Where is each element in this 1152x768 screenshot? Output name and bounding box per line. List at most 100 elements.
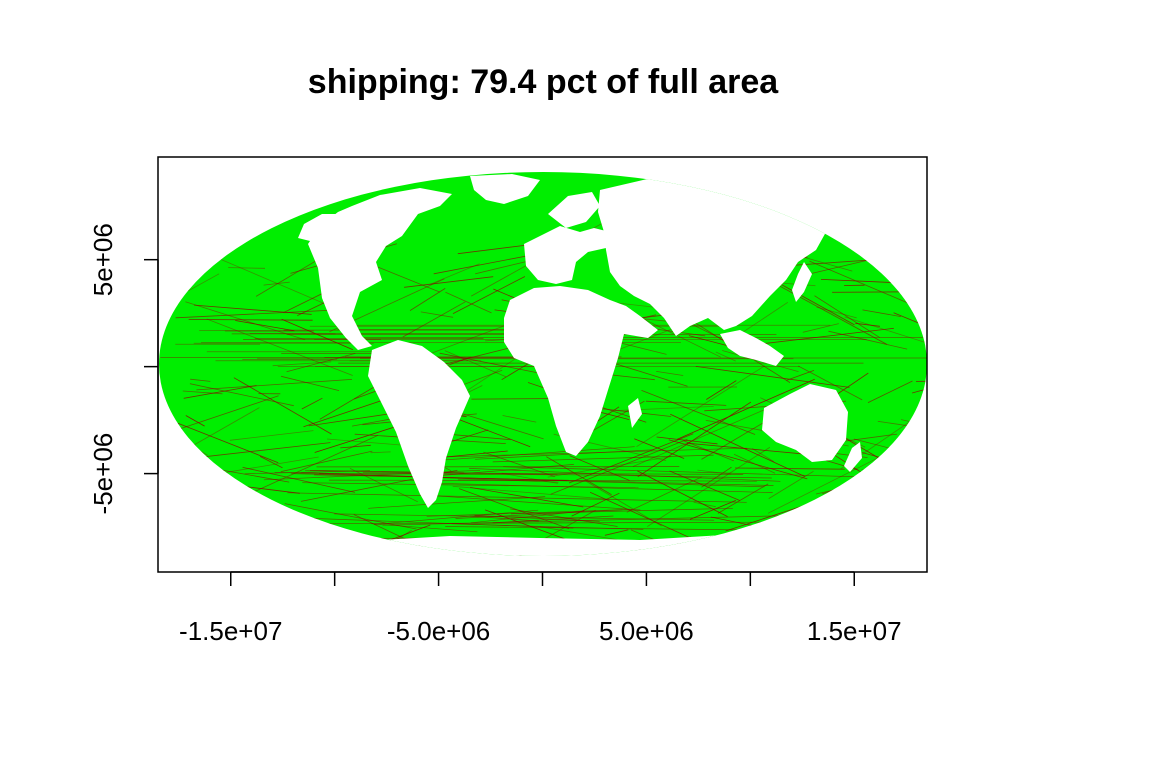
shipping-lane <box>228 267 266 269</box>
shipping-lane <box>816 306 857 319</box>
map-panel <box>159 172 927 556</box>
shipping-lane <box>182 263 205 275</box>
shipping-lane <box>280 450 373 473</box>
shipping-lane <box>626 476 703 513</box>
shipping-lane <box>546 456 612 496</box>
shipping-lane <box>242 466 356 493</box>
shipping-lane <box>287 492 747 503</box>
shipping-lane <box>430 263 480 285</box>
shipping-lane <box>229 430 314 441</box>
shipping-lane <box>893 520 927 551</box>
x-tick-label: -1.5e+07 <box>179 616 282 646</box>
europe <box>524 226 610 284</box>
shipping-lane <box>474 515 600 522</box>
shipping-lane <box>656 436 718 445</box>
africa-arabia <box>504 286 658 456</box>
shipping-lane <box>802 323 839 333</box>
antarctica <box>159 534 927 556</box>
shipping-lane <box>404 276 494 288</box>
shipping-lane <box>586 481 662 527</box>
shipping-lane <box>470 487 584 508</box>
shipping-lane <box>243 435 379 497</box>
shipping-lane <box>452 485 610 500</box>
shipping-lane <box>902 295 927 299</box>
shipping-lane <box>706 536 810 543</box>
shipping-lane <box>402 301 466 338</box>
shipping-lane <box>177 422 279 464</box>
shipping-lane <box>398 545 489 556</box>
shipping-lane <box>199 250 331 307</box>
shipping-lane <box>475 449 655 460</box>
shipping-lane <box>366 262 441 293</box>
shipping-lane <box>670 413 805 477</box>
shipping-lane <box>589 491 694 540</box>
shipping-lane <box>263 469 481 481</box>
shipping-lane <box>196 379 353 391</box>
shipping-lane <box>768 470 814 499</box>
shipping-lane <box>817 502 854 509</box>
shipping-lane <box>751 448 775 462</box>
shipping-lane <box>295 521 782 525</box>
new-zealand <box>844 442 862 472</box>
shipping-lane <box>263 281 290 286</box>
shipping-lane <box>492 454 714 463</box>
shipping-lane <box>855 322 880 327</box>
shipping-lane <box>724 536 771 554</box>
y-axis: 5e+06 -5e+06 <box>88 223 159 514</box>
shipping-lane <box>188 273 220 292</box>
shipping-lane <box>493 288 515 299</box>
shipping-lane <box>846 527 927 534</box>
shipping-lane <box>668 439 808 480</box>
shipping-lane <box>281 516 574 529</box>
shipping-lane <box>302 482 639 488</box>
shipping-lane <box>645 400 727 406</box>
shipping-lane <box>767 452 889 514</box>
asia <box>598 176 826 336</box>
plot-title: shipping: 79.4 pct of full area <box>308 63 779 101</box>
shipping-lane <box>190 378 211 382</box>
shipping-lane <box>693 501 716 508</box>
shipping-lane <box>818 547 927 556</box>
shipping-lane <box>457 243 536 255</box>
shipping-lane <box>641 390 756 435</box>
south-america <box>368 340 470 508</box>
x-tick-label: 1.5e+07 <box>807 616 902 646</box>
shipping-lane <box>433 495 641 511</box>
shipping-lane <box>893 312 927 372</box>
shipping-lane <box>235 320 294 331</box>
shipping-lane <box>864 217 927 251</box>
shipping-lane <box>778 546 881 556</box>
shipping-lane <box>455 411 544 440</box>
shipping-lane <box>715 351 736 362</box>
shipping-lane <box>825 460 859 471</box>
shipping-lane <box>259 456 283 469</box>
shipping-lane <box>897 279 927 307</box>
shipping-lane <box>286 353 356 373</box>
shipping-lane <box>200 442 331 458</box>
shipping-lane <box>194 304 312 315</box>
shipping-lane <box>832 497 903 507</box>
shipping-lane <box>183 385 257 399</box>
greenland <box>470 174 540 204</box>
x-tick-label: -5.0e+06 <box>387 616 490 646</box>
shipping-lane <box>182 390 223 395</box>
shipping-lane <box>867 380 913 403</box>
alaska <box>298 214 338 242</box>
shipping-lane <box>291 473 774 486</box>
shipping-lane <box>272 361 332 367</box>
shipping-lane <box>676 378 815 440</box>
shipping-lane <box>706 380 737 400</box>
shipping-lane <box>775 281 855 326</box>
shipping-lane <box>326 438 409 446</box>
shipping-lane <box>770 280 887 345</box>
australia <box>762 384 848 462</box>
shipping-lane <box>656 371 684 376</box>
shipping-lane <box>630 529 764 556</box>
shipping-lane <box>370 451 391 454</box>
japan <box>792 262 812 302</box>
shipping-lane <box>206 318 353 376</box>
madagascar <box>628 398 642 428</box>
shipping-lane <box>733 453 776 474</box>
shipping-lane <box>865 451 927 493</box>
